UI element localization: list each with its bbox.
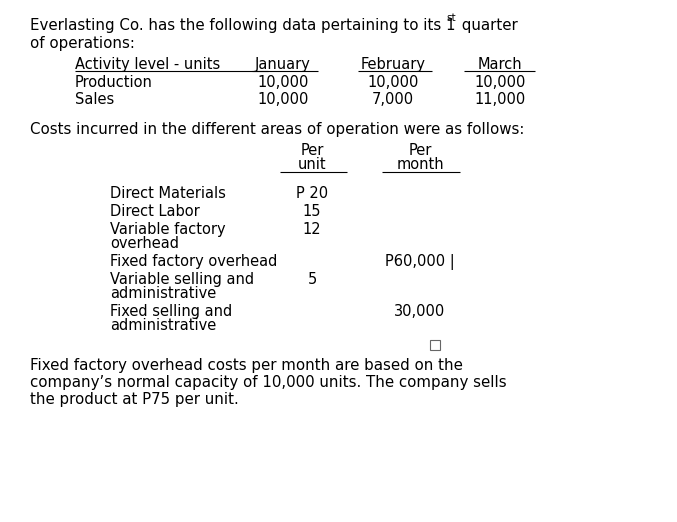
Text: Production: Production [75, 75, 153, 90]
Text: 5: 5 [307, 272, 317, 287]
Text: unit: unit [298, 157, 326, 172]
Text: 12: 12 [303, 222, 322, 237]
Text: administrative: administrative [110, 318, 216, 333]
Text: 10,000: 10,000 [257, 92, 309, 107]
Text: February: February [360, 57, 426, 72]
Text: overhead: overhead [110, 236, 179, 251]
Text: of operations:: of operations: [30, 36, 135, 51]
Text: Sales: Sales [75, 92, 114, 107]
Text: month: month [396, 157, 444, 172]
Text: quarter: quarter [457, 18, 518, 33]
Text: Variable factory: Variable factory [110, 222, 225, 237]
Text: Everlasting Co. has the following data pertaining to its 1: Everlasting Co. has the following data p… [30, 18, 456, 33]
Text: company’s normal capacity of 10,000 units. The company sells: company’s normal capacity of 10,000 unit… [30, 375, 506, 390]
Text: Direct Labor: Direct Labor [110, 204, 200, 219]
Text: Fixed factory overhead: Fixed factory overhead [110, 254, 278, 269]
Text: 30,000: 30,000 [395, 304, 445, 319]
Text: March: March [478, 57, 523, 72]
Text: the product at P75 per unit.: the product at P75 per unit. [30, 392, 239, 407]
Text: P 20: P 20 [296, 186, 328, 201]
Text: 11,000: 11,000 [475, 92, 525, 107]
Bar [430, 340, 440, 350]
Text: P60,000 |: P60,000 | [385, 254, 455, 270]
Text: 10,000: 10,000 [475, 75, 525, 90]
Text: 7,000: 7,000 [372, 92, 414, 107]
Text: 15: 15 [303, 204, 322, 219]
Text: 10,000: 10,000 [257, 75, 309, 90]
Text: 10,000: 10,000 [368, 75, 418, 90]
Text: st: st [446, 13, 456, 23]
Text: Direct Materials: Direct Materials [110, 186, 226, 201]
Text: Variable selling and: Variable selling and [110, 272, 254, 287]
Text: Fixed factory overhead costs per month are based on the: Fixed factory overhead costs per month a… [30, 358, 463, 373]
Text: administrative: administrative [110, 286, 216, 301]
Text: Per: Per [408, 143, 432, 158]
Text: Activity level - units: Activity level - units [75, 57, 220, 72]
Text: Fixed selling and: Fixed selling and [110, 304, 232, 319]
Text: January: January [255, 57, 311, 72]
Text: Costs incurred in the different areas of operation were as follows:: Costs incurred in the different areas of… [30, 122, 525, 137]
Text: Per: Per [301, 143, 324, 158]
